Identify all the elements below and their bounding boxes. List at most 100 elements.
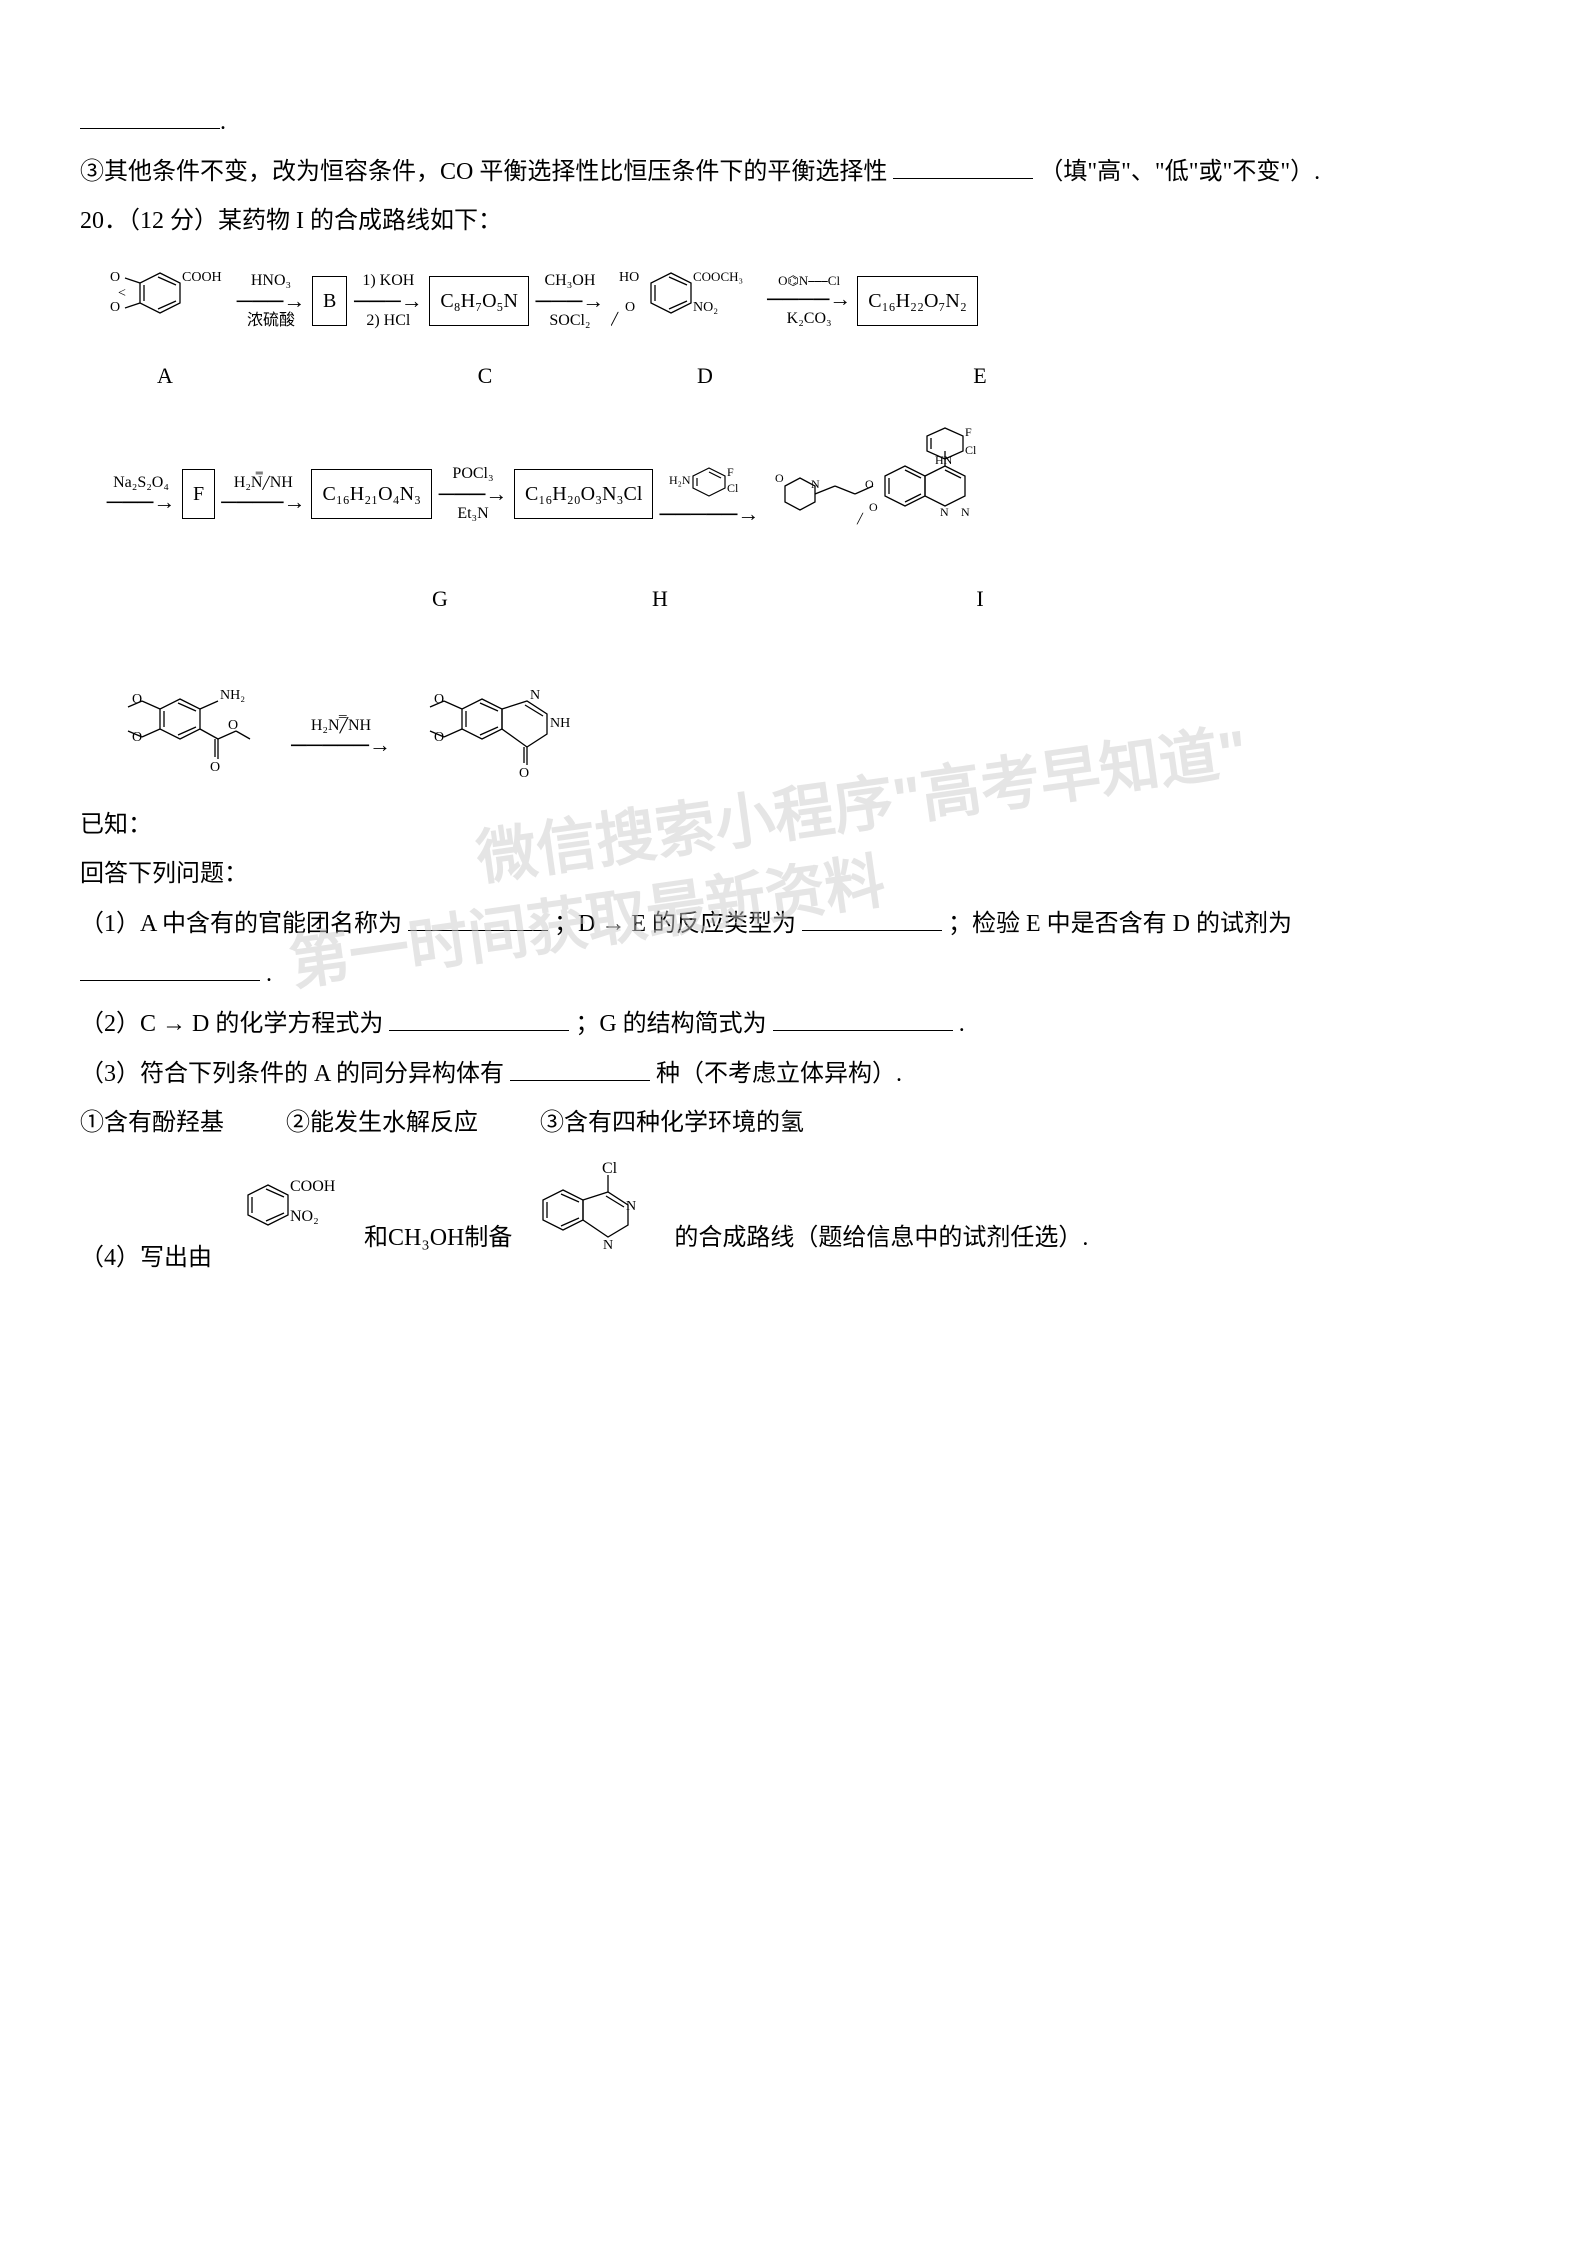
svg-text:COOH: COOH [182,270,222,285]
box-G: C₁₆H₂₁O₄N₃ [311,469,432,519]
svg-text:O: O [434,692,444,707]
known-label: 已知： [80,804,1507,847]
arrow-line-4: ────→ [767,288,851,310]
svg-text:Cl: Cl [602,1160,618,1177]
q3-p2: 种（不考虑立体异构）. [656,1061,902,1087]
svg-text:O: O [132,692,142,707]
r1-bot: 浓硫酸 [247,312,295,330]
rxn-row-2: Na₂S₂O₄ ───→ F H₂N╱NH═ ────→ C₁₆H₂₁O₄N₃ … [100,416,1507,571]
arrow-line-1: ───→ [237,290,306,312]
arrow-D-E: O⌬N⎯⎯⎯Cl ────→ K₂CO₃ [767,274,851,328]
q1-p4: . [266,961,272,987]
svg-text:O: O [210,760,220,775]
q1-blank3 [80,952,260,981]
known-arrow: H₂N╱NH═ ─────→ [276,717,406,757]
box-B: B [312,276,347,326]
svg-text:N: N [811,477,820,491]
lbl-D: D [630,356,780,396]
q1-blank1 [408,902,548,931]
r3-bot: SOCl₂ [549,312,590,330]
lbl-E: E [920,356,1040,396]
lbl-C: C [430,356,540,396]
svg-text:O: O [110,270,120,285]
known-row: O O NH₂ O O H₂N╱NH═ ─────→ [100,669,1507,804]
period: . [220,109,226,135]
svg-text:<: < [118,286,126,301]
q3-c1: ①含有酚羟基 [80,1110,224,1136]
q19-3-blank [893,150,1033,179]
rxn-row-1: O O < COOH HNO₃ ───→ 浓硫酸 B 1) KOH ───→ 2… [100,253,1507,348]
arrow-line-7: ───→ [439,483,508,505]
arrow-E-F: Na₂S₂O₄ ───→ [106,474,176,514]
svg-text:Cl: Cl [965,443,977,457]
svg-text:O: O [110,300,120,315]
r2-bot: 2) HCl [366,312,410,330]
q2-blank1 [389,1002,569,1031]
lbl-G: G [370,579,510,619]
known-left-struct: O O NH₂ O O [100,669,270,804]
lbl-H: H [590,579,730,619]
q4-struct-1: COOH NO₂ [218,1155,358,1280]
svg-text:NO₂: NO₂ [290,1208,319,1225]
svg-text:HO: HO [619,270,639,285]
svg-text:NH₂: NH₂ [220,688,245,703]
q3-c2: ②能发生水解反应 [286,1110,478,1136]
known-right-struct: O O N NH O [412,669,612,804]
lbl-A: A [100,356,230,396]
svg-text:O: O [434,730,444,745]
svg-text:F: F [727,465,734,479]
q2-p2: ；G 的结构简式为 [575,1011,766,1037]
q2-line: （2）C → D 的化学方程式为 ；G 的结构简式为 . [80,1002,1507,1046]
q20-header: 20．（12 分）某药物 I 的合成路线如下： [80,200,1507,243]
arrow-line-6: ────→ [221,491,305,513]
svg-text:Cl: Cl [727,481,739,495]
svg-text:╱: ╱ [856,512,864,525]
box-F: F [182,469,215,519]
svg-text:N: N [603,1238,613,1253]
arrow-G-H: POCl₃ ───→ Et₃N [438,465,508,522]
label-row-1: A C D E [100,356,1507,396]
svg-text:N: N [940,505,949,519]
svg-text:N: N [626,1199,636,1214]
svg-text:O: O [228,718,238,733]
line-top: . [80,100,1507,144]
q2-blank2 [773,1002,953,1031]
arrow-A-B: HNO₃ ───→ 浓硫酸 [236,272,306,329]
label-row-2: G H I [100,579,1507,619]
svg-text:N: N [530,688,540,703]
r4-bot: K₂CO₃ [787,310,832,328]
q2-p3: . [959,1011,965,1037]
svg-text:COOH: COOH [290,1178,336,1195]
q3-p1: （3）符合下列条件的 A 的同分异构体有 [80,1061,504,1087]
box-C: C₈H₇O₅N [429,276,529,326]
lbl-I: I [930,579,1030,619]
svg-text:NH: NH [550,716,570,731]
arrow-F-G: H₂N╱NH═ ────→ [221,474,305,514]
q4-line: （4）写出由 COOH NO₂ 和CH₃OH制备 [80,1155,1507,1280]
struct-I: O N O O ╱ N N HN F Cl [765,416,1025,571]
r6-top: H₂N╱NH═ [234,474,293,492]
svg-text:O: O [519,766,529,781]
q1-p3: ；检验 E 中是否含有 D 的试剂为 [948,911,1292,937]
q4-p2: 和CH₃OH制备 [364,1217,512,1260]
arrow-C-D: CH₃OH ───→ SOCl₂ [535,272,605,329]
arrow-line-8: ─────→ [659,503,759,525]
svg-text:F: F [965,425,972,439]
r7-bot: Et₃N [457,505,488,523]
q3-line: （3）符合下列条件的 A 的同分异构体有 种（不考虑立体异构）. [80,1052,1507,1096]
q3-conds: ①含有酚羟基 ②能发生水解反应 ③含有四种化学环境的氢 [80,1102,1507,1145]
q3-blank1 [510,1052,650,1081]
struct-D: HO O ╱ COOCH₃ NO₂ [611,253,761,348]
q1-line2: . [80,952,1507,996]
q19-3-line: ③其他条件不变，改为恒容条件，CO 平衡选择性比恒压条件下的平衡选择性 （填"高… [80,150,1507,194]
svg-text:O: O [132,730,142,745]
arrow-H-I: H₂N F Cl ─────→ [659,462,759,525]
q19-3-suffix: （填"高"、"低"或"不变"）. [1039,159,1320,185]
svg-text:HN: HN [935,453,953,467]
svg-text:NO₂: NO₂ [693,300,718,315]
known-arrow-line: ─────→ [291,734,391,756]
q4-p1: （4）写出由 [80,1237,212,1280]
arrow-line-3: ───→ [536,290,605,312]
svg-text:O: O [625,300,635,315]
svg-text:COOCH₃: COOCH₃ [693,269,743,284]
